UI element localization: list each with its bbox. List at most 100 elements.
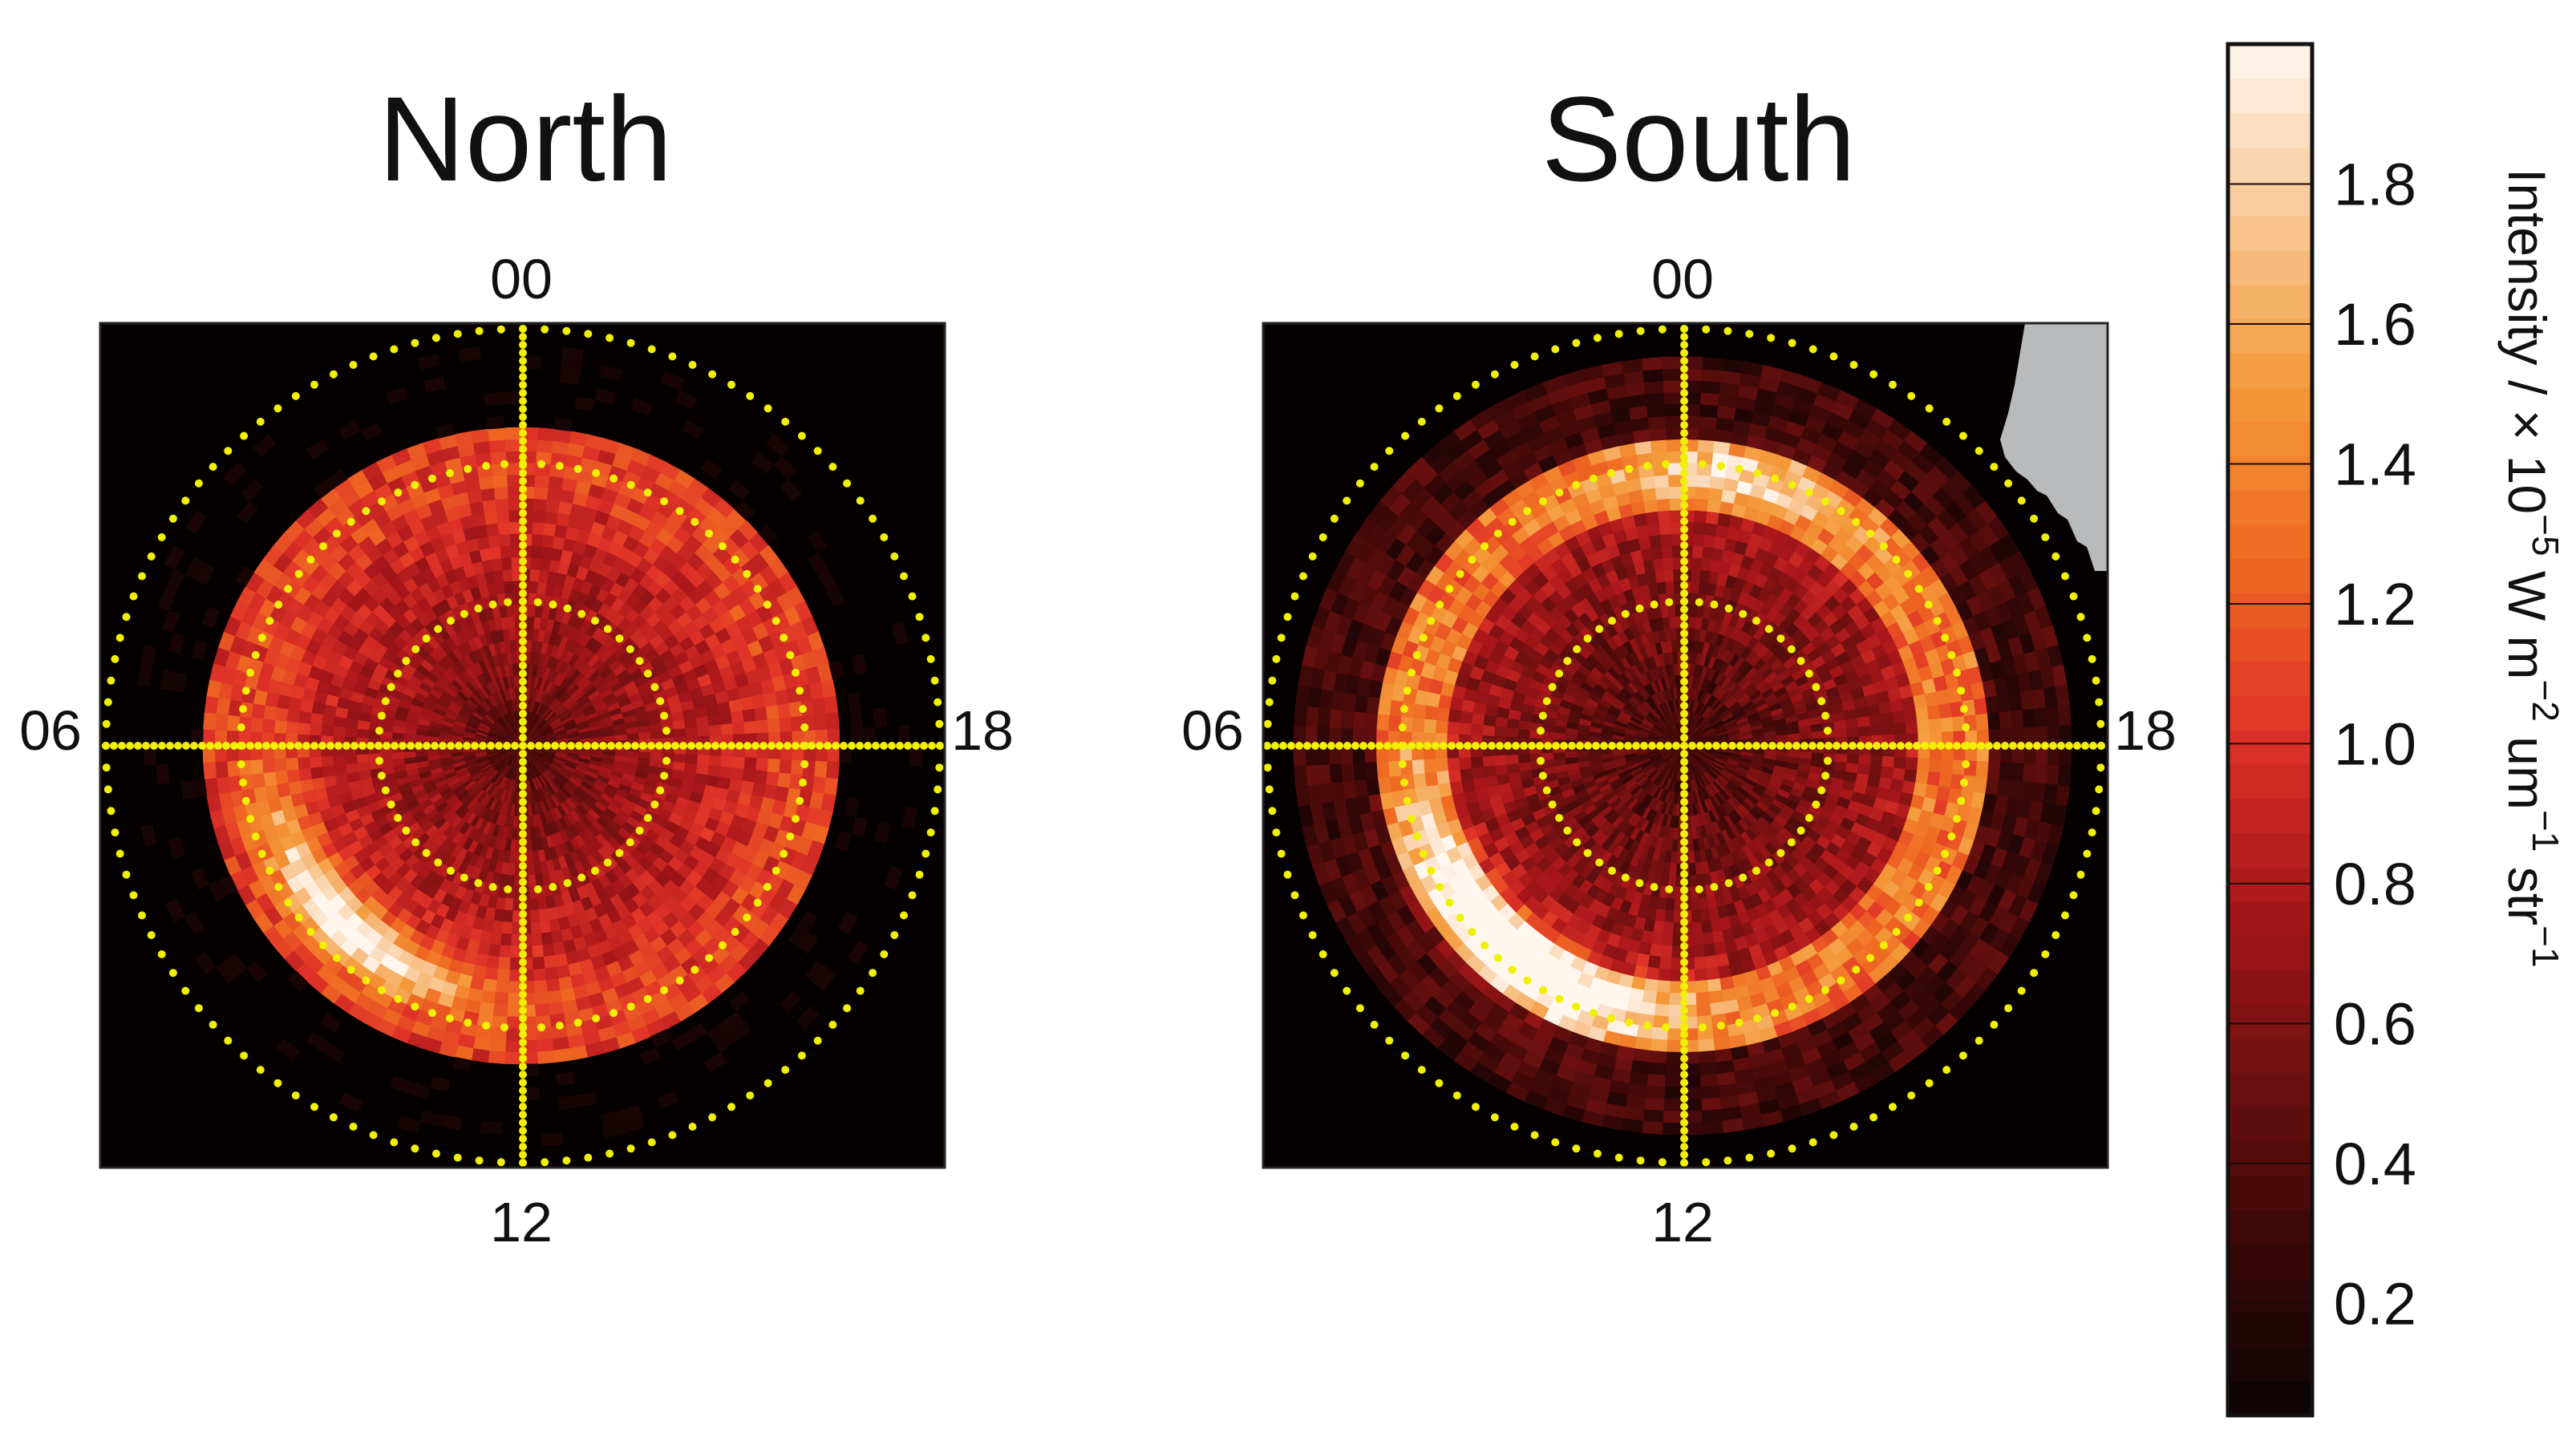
intensity-cell [509,639,517,653]
intensity-cell [541,534,555,549]
grid-dot [319,542,328,551]
grid-dot [150,742,158,750]
grid-dot [519,509,527,517]
grid-dot [780,849,788,858]
intensity-cell [488,1050,506,1064]
grid-dot [718,941,727,949]
intensity-cell [731,722,746,735]
grid-dot [377,771,386,780]
intensity-cell [765,705,780,721]
grid-dot [519,1063,527,1071]
grid-dot [519,910,527,918]
intensity-cell [541,932,553,945]
intensity-cell [555,1071,576,1087]
grid-dot [158,742,166,750]
intensity-cell [471,428,490,443]
grid-dot [746,391,755,400]
grid-dot [934,785,942,794]
grid-dot [519,341,527,349]
grid-dot [455,742,463,750]
grid-dot [753,898,762,907]
grid-dot [772,866,780,875]
grid-dot [278,742,286,750]
intensity-cell [638,731,651,740]
grid-dot [194,479,203,488]
intensity-cell [531,533,545,547]
intensity-cell [533,509,547,524]
grid-dot [147,931,156,940]
intensity-cell [1764,735,1777,742]
grid-dot [573,1018,582,1027]
intensity-cell [720,723,734,736]
intensity-cell [322,775,338,788]
intensity-cell [180,779,196,800]
intensity-cell [544,966,559,981]
grid-dot [447,742,455,750]
intensity-cell [530,544,543,559]
grid-dot [246,815,254,824]
intensity-cell [672,719,687,731]
intensity-cell [484,511,499,525]
intensity-cell [478,476,495,490]
intensity-cell [486,415,505,430]
intensity-cell [554,953,569,968]
grid-dot [660,711,669,720]
grid-dot [615,742,623,750]
grid-dot [447,617,455,625]
grid-dot [519,357,527,365]
grid-dot [422,634,431,643]
grid-dot [535,742,543,750]
grid-dot [254,742,262,750]
intensity-cell [504,1051,522,1065]
intensity-cell [546,990,562,1005]
grid-dot [350,742,358,750]
grid-dot [915,870,924,879]
intensity-cell [485,955,500,970]
grid-dot [519,950,527,958]
grid-dot [375,727,383,735]
grid-dot [519,557,527,565]
grid-dot [856,986,865,995]
intensity-cell [603,735,616,742]
grid-dot [623,742,631,750]
grid-dot [142,742,150,750]
intensity-cell [552,1036,570,1051]
polar-map-north [99,322,946,1169]
grid-dot [369,352,378,361]
intensity-cell [504,1039,522,1053]
grid-dot [660,986,668,994]
grid-dot [688,1123,697,1131]
grid-dot [434,625,443,634]
grid-dot [107,807,115,816]
grid-dot [848,742,856,750]
grid-dot [265,866,274,875]
grid-dot [102,763,111,772]
grid-dot [511,742,519,750]
intensity-cell [614,734,628,742]
grid-dot [346,517,355,526]
grid-dot [463,742,471,750]
grid-dot [763,404,772,413]
grid-dot [660,497,668,506]
grid-dot [329,370,338,379]
grid-dot [577,873,586,882]
grid-dot [519,421,527,429]
grid-dot [577,609,586,618]
grid-dot [626,480,635,489]
grid-dot [138,911,146,920]
grid-dot [519,1127,527,1135]
grid-dot [930,676,939,685]
intensity-cell [1776,734,1789,742]
grid-dot [533,885,542,893]
grid-dot [711,742,719,750]
grid-dot [286,742,294,750]
grid-dot [519,1119,527,1127]
grid-dot [103,785,112,794]
intensity-cell [779,717,793,733]
grid-dot [519,902,527,910]
grid-dot [935,719,944,728]
intensity-cell [356,761,371,772]
grid-dot [519,942,527,950]
intensity-cell [717,701,731,715]
intensity-cell [484,392,504,407]
